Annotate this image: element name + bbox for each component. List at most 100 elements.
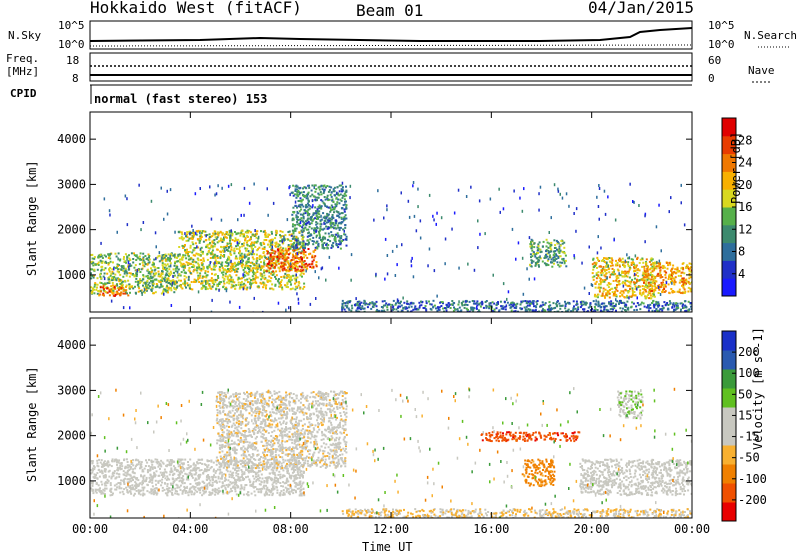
power-cell — [304, 220, 307, 223]
power-cell — [246, 267, 249, 269]
power-cell — [613, 292, 615, 295]
power-cell — [559, 249, 562, 252]
power-cell — [173, 255, 176, 258]
power-cell — [626, 294, 628, 297]
power-cell — [659, 266, 662, 269]
power-cell — [147, 272, 150, 275]
power-cell — [616, 274, 619, 277]
power-cell — [684, 300, 687, 303]
power-cell — [631, 278, 634, 281]
power-cell — [295, 252, 297, 255]
power-noise-cell — [383, 216, 385, 220]
power-cell — [652, 264, 655, 267]
power-cell — [164, 274, 167, 277]
power-cell — [220, 245, 222, 248]
power-cell — [602, 259, 604, 261]
power-cell — [364, 303, 367, 306]
power-noise-cell — [606, 276, 608, 280]
power-cell — [651, 258, 654, 261]
power-cell — [656, 273, 659, 276]
power-cell — [200, 238, 202, 241]
power-cell — [215, 237, 218, 240]
power-cell — [120, 284, 123, 287]
power-cell — [198, 241, 201, 244]
power-cell — [473, 307, 476, 310]
power-cell — [383, 309, 386, 312]
power-cell — [678, 270, 681, 272]
power-cell — [609, 304, 612, 307]
power-cell — [233, 252, 236, 255]
power-cell — [281, 248, 284, 251]
power-cell — [337, 246, 340, 249]
power-cell — [292, 218, 295, 221]
power-cell — [534, 261, 537, 264]
power-cell — [282, 242, 285, 244]
power-noise-cell — [220, 218, 223, 222]
power-cell — [452, 309, 455, 312]
power-cell — [673, 283, 676, 286]
power-cell — [302, 205, 305, 208]
power-cell — [305, 243, 308, 245]
power-cell — [275, 232, 278, 235]
vel-cell — [130, 492, 133, 495]
power-cell — [579, 306, 582, 309]
power-cell — [391, 303, 394, 306]
power-cell — [234, 238, 237, 241]
power-cell — [582, 300, 585, 303]
vel-cell — [196, 482, 199, 485]
power-cell — [338, 243, 340, 246]
power-cell — [551, 261, 554, 264]
power-cell — [142, 252, 145, 255]
power-cell — [616, 262, 619, 264]
power-cell — [249, 283, 252, 286]
vel-cell — [224, 488, 227, 491]
power-cell — [414, 305, 417, 308]
power-cell — [176, 281, 178, 284]
power-cell — [231, 263, 234, 265]
power-noise-cell — [166, 212, 169, 216]
power-cell — [482, 306, 485, 309]
power-cell — [334, 206, 337, 209]
power-cell — [165, 267, 168, 270]
power-cell — [314, 249, 317, 252]
power-cell — [275, 243, 278, 246]
power-cell — [326, 219, 329, 222]
power-cell — [165, 281, 168, 284]
power-noise-cell — [607, 195, 609, 199]
power-cell — [97, 256, 100, 259]
power-cell — [449, 303, 452, 306]
power-cell — [100, 269, 103, 272]
power-cell — [249, 231, 252, 234]
power-cell — [275, 277, 277, 280]
power-cell — [627, 272, 630, 275]
power-cell — [516, 302, 519, 305]
power-cell — [312, 259, 315, 262]
power-cell — [345, 185, 347, 188]
power-cell — [287, 249, 290, 252]
power-cell — [564, 254, 567, 257]
power-cell — [561, 304, 564, 307]
power-cell — [603, 274, 606, 277]
power-cell — [639, 291, 641, 294]
vel-cell — [277, 473, 280, 476]
power-cell — [645, 297, 648, 300]
power-noise-cell — [129, 263, 131, 266]
power-cell — [360, 307, 362, 310]
power-cell — [277, 278, 280, 281]
power-cell — [653, 266, 656, 268]
power-cell — [304, 254, 307, 257]
power-cell — [556, 301, 559, 304]
power-cell — [315, 211, 318, 214]
power-cell — [605, 293, 608, 296]
vel-cell — [129, 487, 132, 489]
power-noise-cell — [313, 186, 315, 190]
nsky-trace — [89, 27, 693, 42]
power-cell — [249, 281, 252, 284]
power-cell — [331, 208, 334, 211]
power-cell — [651, 265, 654, 268]
power-cell — [118, 280, 121, 283]
power-cell — [540, 250, 543, 253]
power-cell — [547, 264, 550, 266]
power-cell — [199, 230, 202, 233]
power-cell — [179, 231, 182, 234]
